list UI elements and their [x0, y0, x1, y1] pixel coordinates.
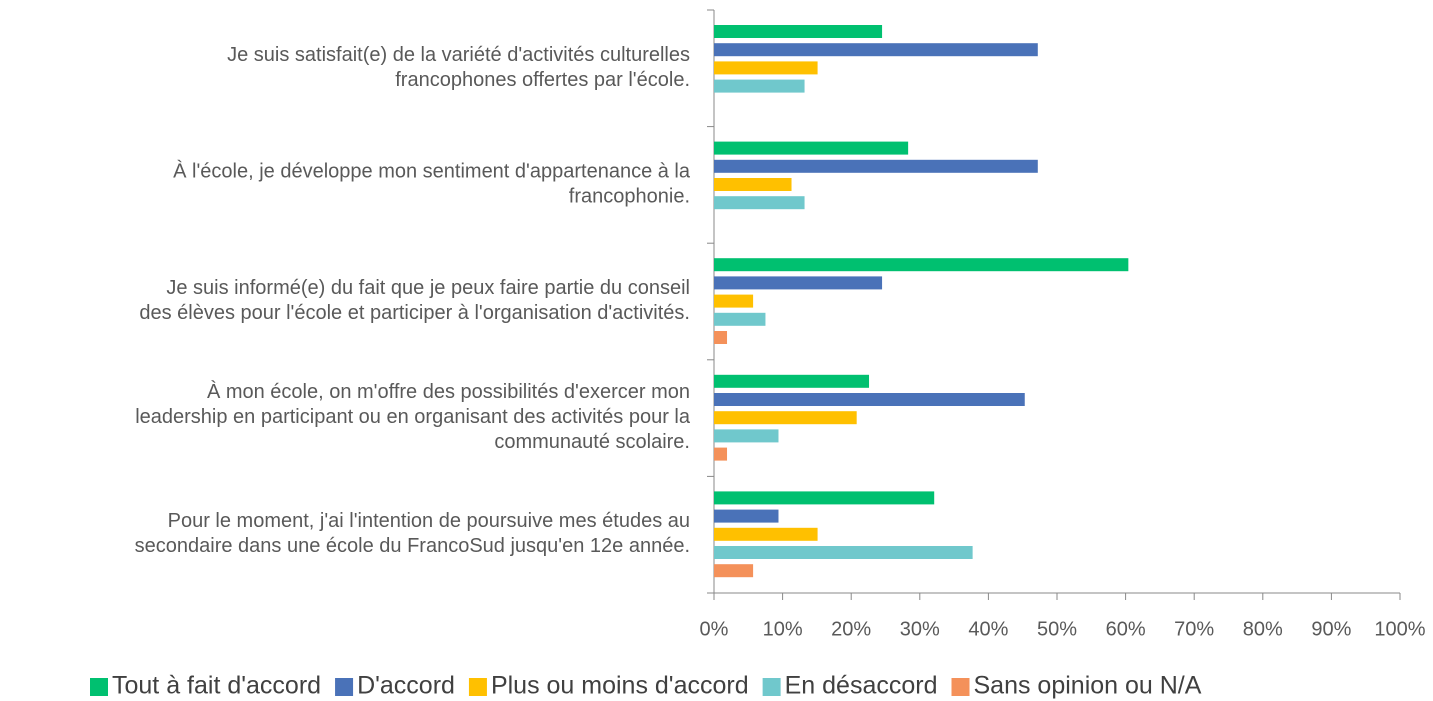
x-tick-label: 30% — [900, 618, 940, 640]
x-tick-label: 100% — [1374, 618, 1425, 640]
legend-swatch — [90, 678, 108, 696]
bar — [714, 159, 1038, 173]
x-tick-label: 20% — [831, 618, 871, 640]
bar — [714, 294, 754, 308]
legend-swatch — [335, 678, 354, 696]
x-tick-label: 50% — [1037, 618, 1077, 640]
bar — [714, 141, 909, 155]
legend-label: Tout à fait d'accord — [112, 672, 321, 700]
bar — [714, 527, 818, 541]
bar — [714, 393, 1025, 406]
x-tick-label: 70% — [1174, 618, 1214, 640]
x-tick-label: 80% — [1243, 618, 1283, 640]
legend-label: Plus ou moins d'accord — [491, 672, 749, 700]
legend-swatch — [951, 678, 970, 696]
bar — [714, 43, 1038, 57]
bar — [714, 258, 1129, 272]
bar — [714, 178, 792, 191]
legend-label: Sans opinion ou N/A — [974, 672, 1202, 700]
legend-swatch — [468, 678, 487, 696]
bar — [714, 546, 973, 559]
x-tick-label: 90% — [1311, 618, 1351, 640]
bar — [714, 331, 728, 344]
bar — [714, 61, 818, 75]
bar — [714, 276, 883, 290]
bar — [714, 312, 766, 326]
category-label: À mon école, on m'offre des possibilités… — [135, 380, 691, 453]
bar — [714, 79, 805, 93]
x-tick-label: 60% — [1106, 618, 1146, 640]
legend-swatch — [762, 678, 781, 696]
bar — [714, 447, 728, 461]
category-label: Je suis informé(e) du fait que je peux f… — [139, 277, 690, 324]
category-label: Pour le moment, j'ai l'intention de pour… — [135, 510, 690, 557]
category-label: Je suis satisfait(e) de la variété d'act… — [227, 44, 690, 91]
x-tick-label: 0% — [700, 618, 729, 640]
bar — [714, 509, 779, 523]
bar — [714, 411, 857, 425]
bar — [714, 564, 754, 578]
x-tick-label: 40% — [968, 618, 1008, 640]
legend-label: En désaccord — [785, 672, 938, 700]
x-tick-label: 10% — [763, 618, 803, 640]
bar — [714, 25, 883, 38]
bar — [714, 196, 805, 210]
bar — [714, 429, 779, 443]
legend-label: D'accord — [357, 672, 455, 700]
category-label: À l'école, je développe mon sentiment d'… — [173, 160, 691, 208]
bar — [714, 491, 935, 505]
bar — [714, 374, 870, 388]
